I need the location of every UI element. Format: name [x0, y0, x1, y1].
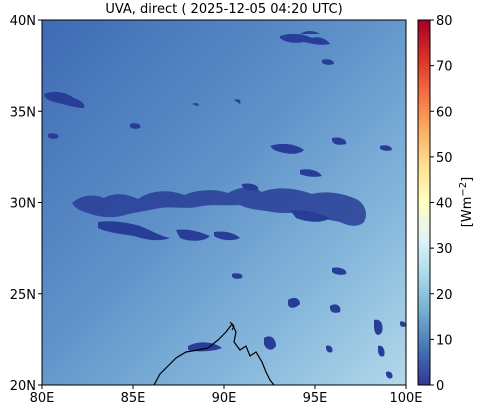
x-tick-label: 85E: [121, 391, 146, 406]
colorbar-tick-label: 70: [436, 60, 453, 75]
colorbar-label: [Wm−2]: [458, 177, 475, 227]
y-tick-label: 35N: [10, 105, 36, 120]
colorbar: [417, 19, 431, 386]
colorbar-tick-label: 0: [436, 379, 444, 394]
x-tick-label: 80E: [30, 391, 55, 406]
x-axis: 80E 85E 90E 95E 100E: [30, 385, 423, 406]
y-tick-label: 30N: [10, 197, 36, 212]
coastline: [153, 322, 275, 385]
low-value-patches: [44, 31, 406, 379]
y-tick-label: 25N: [10, 288, 36, 303]
map-title: UVA, direct ( 2025-12-05 04:20 UTC): [105, 2, 343, 17]
y-axis: 20N 25N 30N 35N 40N: [10, 14, 42, 394]
colorbar-tick-label: 40: [436, 197, 453, 212]
colorbar-tick-label: 20: [436, 288, 453, 303]
x-tick-label: 95E: [303, 391, 328, 406]
colorbar-tick-label: 50: [436, 151, 453, 166]
y-tick-label: 20N: [10, 379, 36, 394]
x-tick-label: 90E: [212, 391, 237, 406]
x-tick-label: 100E: [389, 391, 422, 406]
colorbar-tick-label: 60: [436, 105, 453, 120]
colorbar-tick-label: 80: [436, 14, 453, 29]
colorbar-ticks: 0 10 20 30 40 50 60 70 80: [430, 14, 453, 394]
colorbar-tick-label: 30: [436, 242, 453, 257]
colorbar-tick-label: 10: [436, 333, 453, 348]
cloud-band-main: [72, 187, 366, 226]
y-tick-label: 40N: [10, 14, 36, 29]
